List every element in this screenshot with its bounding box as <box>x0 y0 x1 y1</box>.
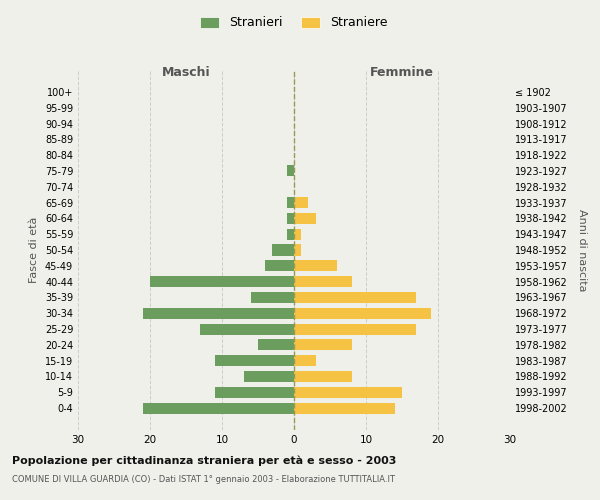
Bar <box>143 308 294 319</box>
Text: COMUNE DI VILLA GUARDIA (CO) - Dati ISTAT 1° gennaio 2003 - Elaborazione TUTTITA: COMUNE DI VILLA GUARDIA (CO) - Dati ISTA… <box>12 475 395 484</box>
Bar <box>258 340 294 350</box>
Bar <box>287 166 294 176</box>
Y-axis label: Anni di nascita: Anni di nascita <box>577 209 587 291</box>
Bar <box>143 402 294 413</box>
Bar <box>294 308 431 319</box>
Bar <box>294 260 337 272</box>
Bar <box>294 324 416 334</box>
Bar <box>294 387 402 398</box>
Bar <box>294 402 395 413</box>
Bar <box>215 355 294 366</box>
Y-axis label: Fasce di età: Fasce di età <box>29 217 39 283</box>
Bar <box>287 213 294 224</box>
Bar <box>287 228 294 239</box>
Text: Femmine: Femmine <box>370 66 434 79</box>
Bar <box>294 213 316 224</box>
Bar <box>272 244 294 256</box>
Bar <box>215 387 294 398</box>
Bar <box>294 197 308 208</box>
Bar <box>294 228 301 239</box>
Bar <box>244 371 294 382</box>
Bar <box>265 260 294 272</box>
Bar <box>294 244 301 256</box>
Text: Maschi: Maschi <box>161 66 211 79</box>
Bar <box>294 355 316 366</box>
Bar <box>287 197 294 208</box>
Bar <box>150 276 294 287</box>
Bar <box>294 276 352 287</box>
Bar <box>294 292 416 303</box>
Legend: Stranieri, Straniere: Stranieri, Straniere <box>196 12 392 34</box>
Bar <box>294 371 352 382</box>
Text: Popolazione per cittadinanza straniera per età e sesso - 2003: Popolazione per cittadinanza straniera p… <box>12 455 397 466</box>
Bar <box>200 324 294 334</box>
Bar <box>294 340 352 350</box>
Bar <box>251 292 294 303</box>
